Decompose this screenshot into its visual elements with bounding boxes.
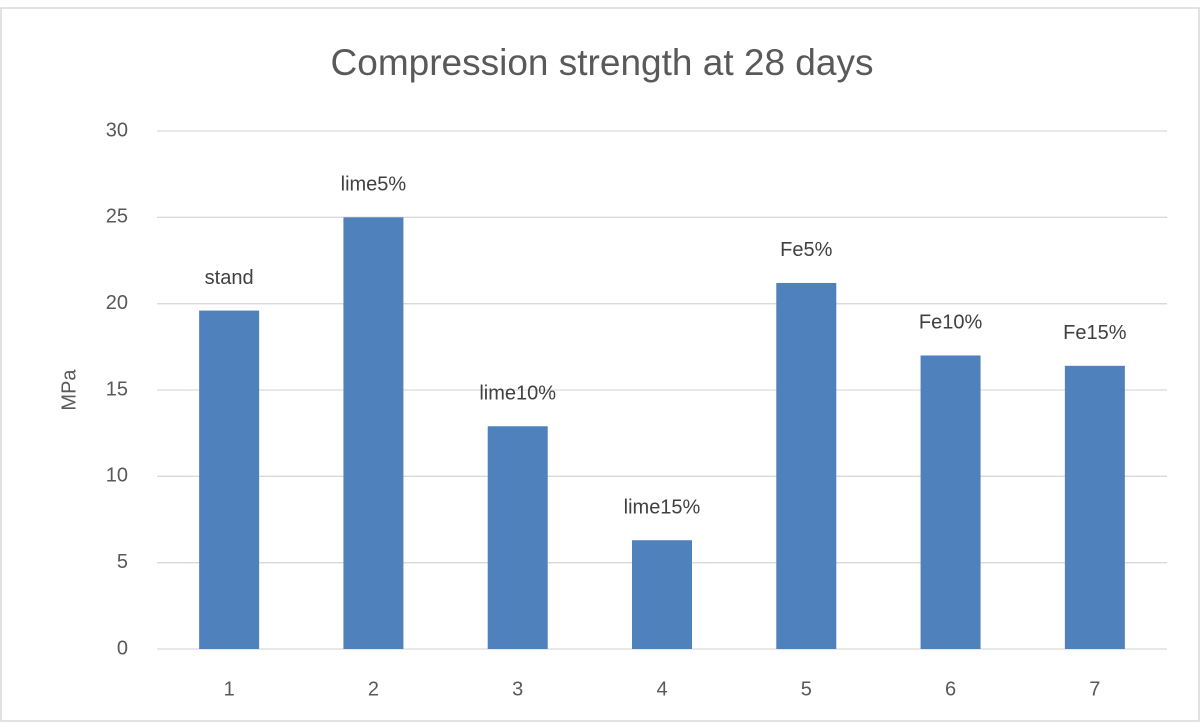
y-tick-label: 15 bbox=[106, 378, 128, 400]
x-tick-label: 3 bbox=[512, 678, 523, 700]
bar bbox=[487, 426, 548, 649]
x-tick-label: 2 bbox=[368, 678, 379, 700]
bar bbox=[199, 310, 260, 649]
bar bbox=[1064, 365, 1125, 649]
bar-annotation: lime15% bbox=[624, 497, 701, 519]
x-tick-label: 4 bbox=[656, 678, 667, 700]
bar bbox=[632, 540, 692, 649]
y-axis-label: MPa bbox=[58, 369, 80, 411]
y-tick-label: 10 bbox=[106, 465, 128, 487]
x-tick-label: 6 bbox=[945, 678, 956, 700]
chart-title: Compression strength at 28 days bbox=[331, 42, 874, 83]
bar-annotation: Fe10% bbox=[919, 312, 983, 334]
y-tick-label: 25 bbox=[106, 206, 128, 228]
bar bbox=[920, 355, 981, 649]
x-tick-label: 5 bbox=[801, 678, 812, 700]
bar-annotation: lime10% bbox=[479, 383, 556, 405]
bar-annotation: Fe5% bbox=[780, 239, 832, 261]
y-tick-label: 5 bbox=[117, 551, 128, 573]
bar-annotation: stand bbox=[205, 267, 254, 289]
x-tick-label: 7 bbox=[1089, 678, 1100, 700]
y-tick-label: 20 bbox=[106, 292, 128, 314]
bar bbox=[776, 282, 837, 649]
chart-border bbox=[0, 7, 1200, 722]
bar-annotation: lime5% bbox=[341, 174, 407, 196]
bar bbox=[343, 217, 404, 650]
y-tick-label: 30 bbox=[106, 119, 128, 141]
x-tick-label: 1 bbox=[224, 678, 235, 700]
bar-annotation: Fe15% bbox=[1063, 322, 1127, 344]
y-tick-label: 0 bbox=[117, 637, 128, 659]
